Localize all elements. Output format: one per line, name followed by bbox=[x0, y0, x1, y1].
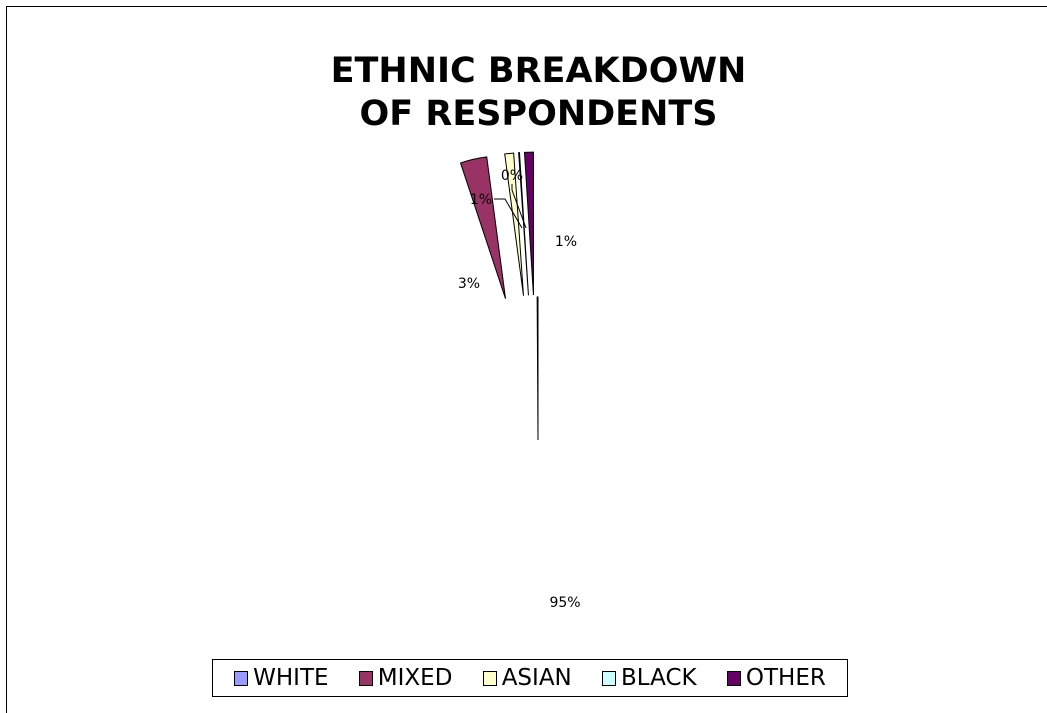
chart-legend: WHITE MIXED ASIAN BLACK OTHER bbox=[212, 659, 848, 697]
data-label-mixed: 3% bbox=[458, 276, 480, 292]
legend-label-mixed: MIXED bbox=[377, 665, 453, 691]
chart-frame bbox=[6, 6, 1047, 713]
pie-slice-asian bbox=[504, 152, 524, 296]
pie-slice-other bbox=[523, 151, 534, 296]
data-label-other: 1% bbox=[555, 234, 577, 250]
legend-swatch-other bbox=[726, 670, 741, 686]
pie-slice-white bbox=[536, 296, 539, 441]
legend-swatch-black bbox=[602, 670, 617, 686]
leader-line-asian bbox=[494, 198, 523, 229]
chart-title-line-1: ETHNIC BREAKDOWN bbox=[330, 51, 747, 91]
legend-item-mixed: MIXED bbox=[358, 665, 453, 691]
legend-swatch-asian bbox=[482, 670, 497, 686]
chart-title: ETHNIC BREAKDOWN OF RESPONDENTS bbox=[0, 50, 1047, 136]
pie-slice-black bbox=[518, 152, 529, 296]
legend-label-black: BLACK bbox=[621, 665, 697, 691]
legend-label-asian: ASIAN bbox=[501, 665, 572, 691]
pie-slice-mixed bbox=[459, 156, 507, 299]
legend-item-black: BLACK bbox=[602, 665, 697, 691]
chart-title-line-2: OF RESPONDENTS bbox=[359, 94, 718, 134]
leader-line-black bbox=[511, 184, 527, 229]
legend-label-other: OTHER bbox=[745, 665, 826, 691]
legend-item-white: WHITE bbox=[234, 665, 329, 691]
data-label-asian: 1% bbox=[470, 192, 492, 208]
legend-item-asian: ASIAN bbox=[482, 665, 572, 691]
legend-label-white: WHITE bbox=[253, 665, 329, 691]
data-label-black: 0% bbox=[501, 168, 523, 184]
legend-swatch-mixed bbox=[358, 670, 373, 686]
data-label-white: 95% bbox=[549, 595, 580, 611]
legend-swatch-white bbox=[234, 670, 249, 686]
legend-item-other: OTHER bbox=[726, 665, 826, 691]
